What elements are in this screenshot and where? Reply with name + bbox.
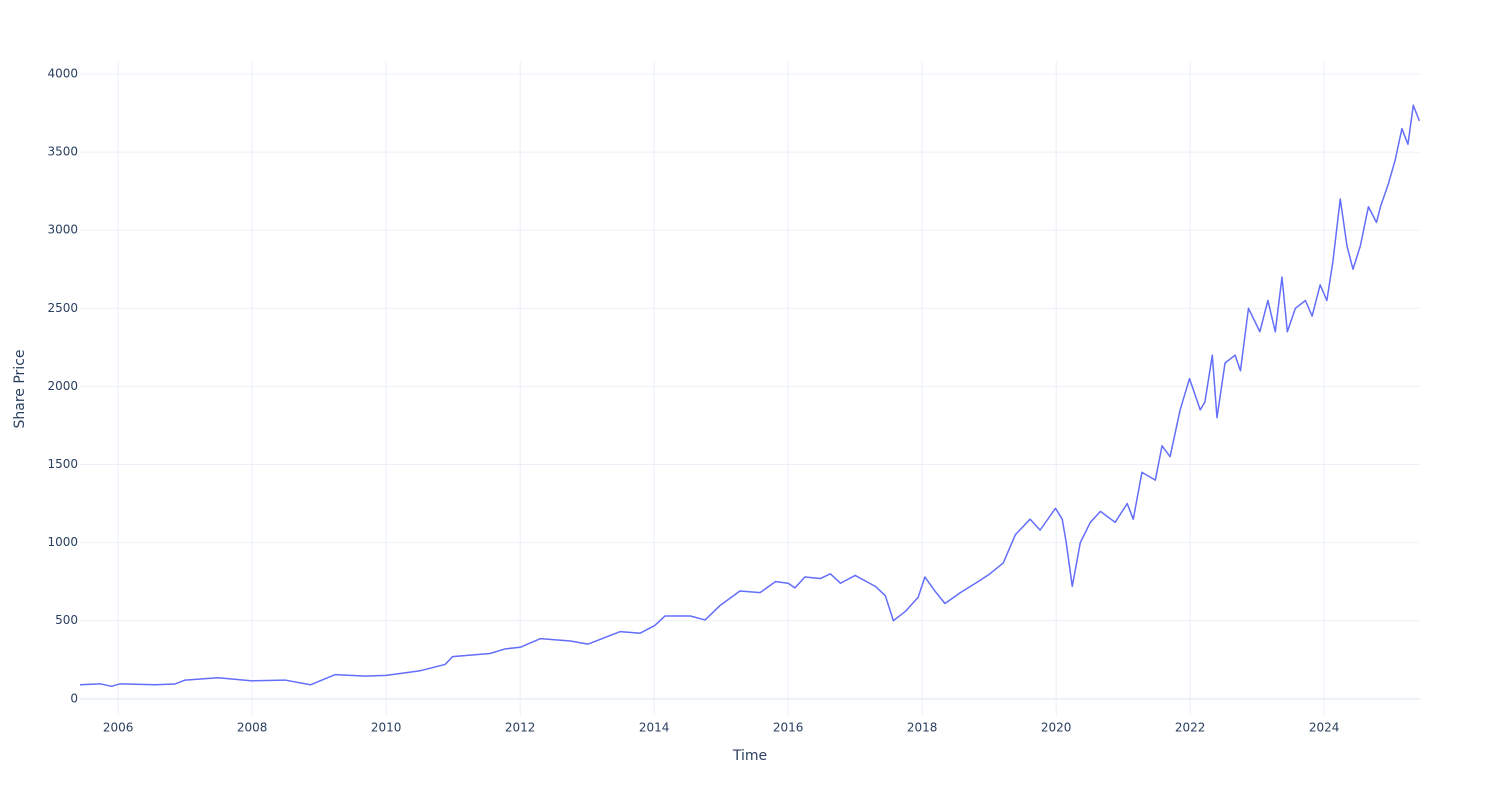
x-tick-label: 2022 xyxy=(1175,721,1206,735)
y-tick-label: 1000 xyxy=(47,535,78,549)
x-tick-label: 2024 xyxy=(1309,721,1340,735)
x-tick-label: 2008 xyxy=(237,721,268,735)
y-tick-label: 500 xyxy=(55,613,78,627)
y-axis-title: Share Price xyxy=(12,349,28,428)
x-tick-label: 2012 xyxy=(505,721,536,735)
y-tick-label: 2500 xyxy=(47,301,78,315)
y-tick-label: 3000 xyxy=(47,223,78,237)
price-line xyxy=(79,104,1421,688)
y-tick-label: 2000 xyxy=(47,379,78,393)
x-tick-label: 2010 xyxy=(371,721,402,735)
grid-layer xyxy=(80,61,1420,716)
y-tick-label: 3500 xyxy=(47,145,78,159)
y-tick-label: 1500 xyxy=(47,457,78,471)
x-tick-label: 2006 xyxy=(103,721,134,735)
x-tick-label: 2018 xyxy=(907,721,938,735)
x-tick-label: 2020 xyxy=(1041,721,1072,735)
x-tick-label: 2016 xyxy=(773,721,804,735)
x-tick-label: 2014 xyxy=(639,721,670,735)
y-tick-label: 4000 xyxy=(47,66,78,80)
y-tick-label: 0 xyxy=(70,691,78,705)
x-axis-title: Time xyxy=(732,748,767,764)
